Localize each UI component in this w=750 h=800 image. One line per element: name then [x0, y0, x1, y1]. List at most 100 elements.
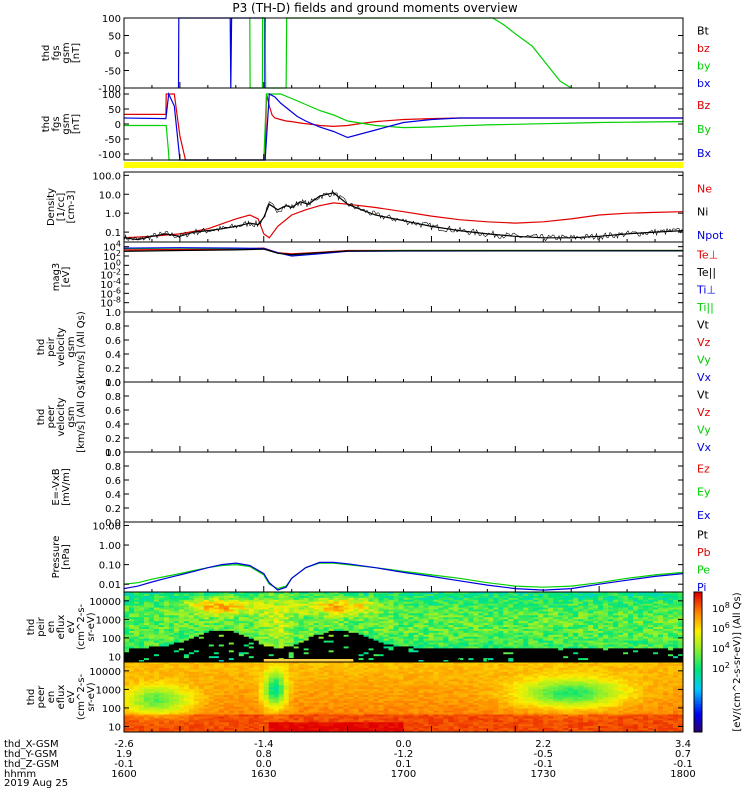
- orbit-value: -1.2: [394, 749, 414, 760]
- ytick-label: 1.0: [105, 378, 121, 389]
- legend-pressure-Pe: Pe: [697, 563, 710, 576]
- ytick-label: 0.1: [105, 228, 121, 239]
- ylabel-fgs-dsl: thd fgs gsm [nT]: [41, 42, 82, 63]
- legend-fgs-gsm-Bx: Bx: [697, 147, 712, 160]
- ytick-label: 0.4: [105, 420, 121, 431]
- ylabel-line: peer: [46, 405, 57, 429]
- ylabel-line: (cm^2-s-: [76, 603, 87, 650]
- orbit-value: 1630: [251, 769, 276, 780]
- ylabel-line: en: [46, 691, 57, 704]
- legend-peir-velocity-Vx: Vx: [697, 371, 712, 384]
- panel-frame: [123, 17, 684, 89]
- orbit-row-label: thd_Y-GSM: [4, 749, 57, 760]
- legend-temperature-Ti⊥: Ti⊥: [696, 283, 716, 296]
- orbit-row-label: thd_X-GSM: [4, 739, 59, 750]
- ylabel-line: velocity: [56, 397, 67, 436]
- ylabel-peir-velocity: thd peir velocity gsm [km/s] (All Qs): [36, 311, 87, 383]
- legend-peer-velocity-Vz: Vz: [697, 406, 711, 419]
- panel-density: 100.0 10.0 1.0 0.1 Density [1/cc] [cm-3]: [46, 171, 684, 243]
- ytick-label: 0.8: [105, 462, 121, 473]
- legend-fgs-gsm-Bz: Bz: [697, 99, 711, 112]
- ylabel-line: thd: [41, 45, 52, 62]
- ytick-label: 0.01: [99, 580, 121, 591]
- legend-peir-velocity-Vz: Vz: [697, 336, 711, 349]
- legend-peir-velocity-Vt: Vt: [697, 318, 710, 331]
- ytick-label: 100: [103, 258, 121, 272]
- ytick-label: 50: [108, 105, 121, 116]
- ylabel-line: eV: [66, 690, 77, 703]
- orbit-value: 1700: [391, 769, 416, 780]
- ytick-label: 0.0: [105, 378, 121, 389]
- legend-density-Ne: Ne: [697, 182, 712, 195]
- quality-bar: [124, 162, 683, 168]
- colorbar-tick: 106: [712, 621, 730, 635]
- ylabel-line: peir: [46, 336, 57, 356]
- panel-fgs-gsm: 100 50 0 -50 -100 thd fgs gsm [nT]: [41, 87, 684, 161]
- ylabel-line: eflux: [56, 615, 67, 640]
- orbit-value: -0.1: [114, 759, 134, 770]
- orbit-table: thd_X-GSM -2.6 -1.4 0.0 2.2 3.4 thd_Y-GSM 1.9 0.…: [4, 739, 696, 789]
- ylabel-peir-eflux: thd peir en eflux eV (cm^2-s-sr-eV): [26, 603, 97, 650]
- legend-efield-Ey: Ey: [697, 486, 711, 499]
- panel-peer-velocity: 1.0 0.8 0.6 0.4 0.2 0.0 thd peer velocity gsm [km/…: [36, 378, 684, 459]
- ytick-label: 100: [102, 704, 121, 715]
- legend-fgs-gsm-By: By: [697, 123, 712, 136]
- ylabel-line: gsm: [66, 336, 77, 357]
- ylabel-line: [1/cc]: [56, 193, 67, 222]
- ylabel-line: E=-VxB: [51, 468, 62, 505]
- legend-density-Ni: Ni: [697, 206, 708, 219]
- legend-temperature-Te⊥: Te⊥: [696, 248, 718, 261]
- legend-pressure-Pt: Pt: [697, 528, 709, 541]
- ytick-label: -50: [105, 67, 121, 78]
- orbit-row-label: hhmm: [4, 769, 36, 780]
- ytick-label: 0.10: [99, 561, 121, 572]
- series-fgs-gsm-By: [124, 93, 684, 161]
- ylabel-pressure: Pressure [nPa]: [51, 536, 72, 579]
- ytick-label: 0.4: [105, 350, 121, 361]
- ytick-label: -50: [105, 135, 121, 146]
- ylabel-line: sr-eV): [86, 612, 97, 641]
- orbit-value: -0.1: [533, 759, 553, 770]
- orbit-value: -0.5: [533, 749, 553, 760]
- legend-peer-velocity-Vx: Vx: [697, 441, 712, 454]
- ylabel-line: en: [46, 621, 57, 634]
- ylabel-line: fgs: [51, 116, 62, 131]
- ylabel-line: thd: [36, 339, 47, 356]
- ytick-label: 10000: [89, 597, 121, 608]
- ytick-label: 10: [108, 722, 121, 733]
- ytick-label: 0.2: [105, 434, 121, 445]
- ytick-label: 102: [103, 249, 121, 263]
- legend-peer-velocity-Vt: Vt: [697, 388, 710, 401]
- ytick-label: 0.2: [105, 504, 121, 515]
- orbit-value: 0.0: [396, 739, 412, 750]
- orbit-value: -0.1: [673, 759, 693, 770]
- orbit-value: 1.9: [116, 749, 132, 760]
- ytick-label: 1000: [96, 615, 121, 626]
- legend-temperature-Ti||: Ti||: [696, 301, 714, 314]
- ylabel-fgs-gsm: thd fgs gsm [nT]: [41, 113, 82, 134]
- ylabel-density: Density [1/cc] [cm-3]: [46, 188, 77, 226]
- ytick-label: 0.8: [105, 392, 121, 403]
- ytick-label: 0: [115, 49, 121, 60]
- ylabel-line: velocity: [56, 327, 67, 366]
- ytick-label: 104: [103, 240, 121, 254]
- ytick-label: 50: [108, 32, 121, 43]
- quality-flag-bar: [263, 659, 354, 662]
- orbit-value: 1600: [111, 769, 136, 780]
- ytick-label: 0.6: [105, 476, 121, 487]
- legend-pressure-Pi: Pi: [697, 581, 706, 594]
- ylabel-line: [cm-3]: [66, 190, 77, 223]
- ylabel-line: eflux: [56, 685, 67, 710]
- ytick-label: 100: [102, 90, 121, 101]
- panel-frame: [123, 451, 684, 523]
- ylabel-line: sr-eV): [86, 682, 97, 711]
- series-temperature-Te||: [123, 248, 683, 256]
- ylabel-line: gsm: [66, 406, 77, 427]
- ytick-label: 100.0: [92, 171, 121, 182]
- ytick-label: 10-8: [100, 296, 121, 310]
- ytick-label: -100: [98, 150, 121, 161]
- series-density-Ni: [123, 192, 684, 241]
- ylabel-line: thd: [36, 409, 47, 426]
- legend-fgs-dsl-by: by: [697, 59, 711, 72]
